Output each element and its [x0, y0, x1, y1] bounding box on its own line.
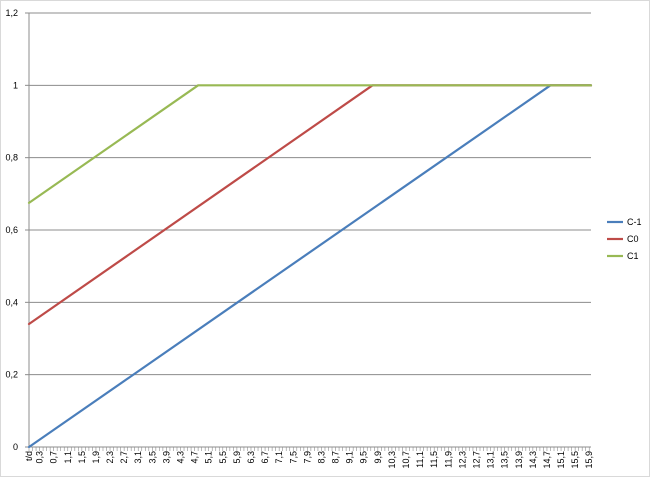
- x-tick-label: 4,7: [190, 451, 200, 464]
- y-tick-label: 0,8: [5, 153, 18, 163]
- x-tick-label: 0,7: [49, 451, 59, 464]
- x-tick-label: 13,5: [500, 451, 510, 469]
- x-tick-label: 5,9: [232, 451, 242, 464]
- series-line-c0: [27, 84, 593, 326]
- x-tick-label: 3,1: [133, 451, 143, 464]
- x-tick-label: 14,7: [542, 451, 552, 469]
- x-tick-label: 14,3: [528, 451, 538, 469]
- legend-label-c0: C0: [627, 234, 639, 244]
- x-tick-label: 11,1: [415, 451, 425, 468]
- x-tick-label: 10,3: [387, 451, 397, 469]
- x-tick-label: 9,1: [345, 451, 355, 464]
- y-tick-label: 1,2: [5, 8, 18, 18]
- x-tick-label: 11,9: [443, 451, 453, 468]
- x-tick-label: 1,1: [63, 451, 73, 464]
- x-tick-label: 2,7: [119, 451, 129, 464]
- x-tick-label: 13,1: [486, 451, 496, 469]
- x-tick-label: 5,5: [218, 451, 228, 464]
- x-tick-label: 11,5: [429, 451, 439, 468]
- series-line-c1: [27, 84, 593, 204]
- x-tick-label: 12,7: [471, 451, 481, 469]
- x-tick-label: 1,9: [91, 451, 101, 464]
- x-tick-label: 12,3: [457, 451, 467, 469]
- y-tick-label: 1: [13, 80, 18, 90]
- x-tick-label: 15,9: [584, 451, 594, 469]
- x-tick-label: 0,3: [35, 451, 45, 464]
- x-tick-label: 3,5: [147, 451, 157, 464]
- x-tick-label: 13,9: [514, 451, 524, 469]
- x-tick-label: 1,5: [77, 451, 87, 464]
- x-tick-label: 8,7: [331, 451, 341, 464]
- y-tick-label: 0: [13, 442, 18, 452]
- x-tick-label: 4,3: [176, 451, 186, 464]
- y-tick-label: 0,4: [5, 297, 18, 307]
- x-tick-label: 7,9: [302, 451, 312, 464]
- x-tick-label: 9,9: [373, 451, 383, 464]
- x-tick-label: 6,7: [260, 451, 270, 464]
- legend-label-c1: C1: [627, 251, 639, 261]
- x-tick-label: 2,3: [105, 451, 115, 464]
- x-tick-label: 9,5: [359, 451, 369, 464]
- x-tick-label: 15,5: [570, 451, 580, 469]
- y-tick-label: 0,6: [5, 225, 18, 235]
- legend-label-c-1: C-1: [627, 217, 642, 227]
- x-tick-label: 3,9: [161, 451, 171, 464]
- x-tick-label: 7,5: [288, 451, 298, 464]
- x-tick-label: 8,3: [316, 451, 326, 464]
- x-tick-label: 7,1: [274, 451, 284, 464]
- x-tick-label: 15,1: [556, 451, 566, 469]
- x-tick-label: t/d: [24, 451, 34, 461]
- x-tick-label: 6,3: [246, 451, 256, 464]
- y-tick-label: 0,2: [5, 370, 18, 380]
- x-tick-label: 10,7: [401, 451, 411, 469]
- x-tick-label: 5,1: [204, 451, 214, 464]
